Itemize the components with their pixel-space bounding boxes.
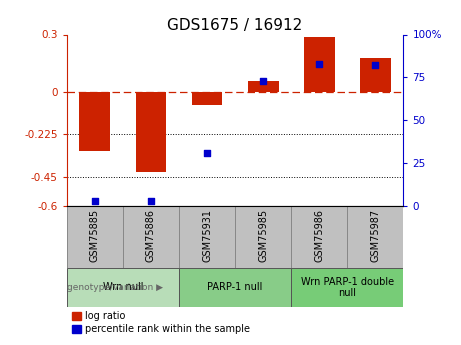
Point [372, 62, 379, 68]
Bar [360, 58, 391, 91]
Bar [79, 91, 110, 150]
Bar [347, 206, 403, 268]
Point [260, 78, 267, 83]
Text: Wrn PARP-1 double
null: Wrn PARP-1 double null [301, 277, 394, 298]
Text: GSM75885: GSM75885 [90, 209, 100, 262]
Text: GSM75985: GSM75985 [258, 209, 268, 262]
Bar [291, 206, 347, 268]
Point [148, 198, 155, 204]
Bar [248, 81, 278, 91]
Text: GSM75931: GSM75931 [202, 209, 212, 262]
Bar [192, 91, 223, 105]
Point [91, 198, 99, 204]
Bar [235, 206, 291, 268]
Text: GSM75987: GSM75987 [370, 209, 380, 262]
Bar [179, 268, 291, 307]
Point [203, 150, 211, 156]
Text: GSM75886: GSM75886 [146, 209, 156, 262]
Bar [291, 268, 403, 307]
Text: genotype/variation ▶: genotype/variation ▶ [67, 283, 163, 292]
Bar [123, 206, 179, 268]
Legend: log ratio, percentile rank within the sample: log ratio, percentile rank within the sa… [72, 311, 250, 334]
Text: Wrn null: Wrn null [103, 283, 143, 293]
Bar [67, 206, 123, 268]
Title: GDS1675 / 16912: GDS1675 / 16912 [167, 18, 303, 33]
Bar [179, 206, 235, 268]
Point [315, 61, 323, 66]
Bar [136, 91, 166, 171]
Text: PARP-1 null: PARP-1 null [207, 283, 263, 293]
Text: GSM75986: GSM75986 [314, 209, 324, 262]
Bar [304, 37, 335, 91]
Bar [67, 268, 179, 307]
